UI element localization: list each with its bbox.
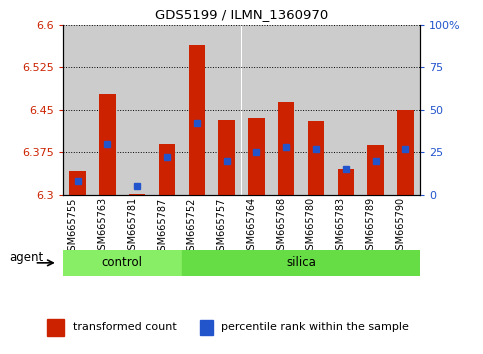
- Text: GSM665790: GSM665790: [395, 198, 405, 257]
- Bar: [242, 25, 271, 195]
- Bar: [308, 121, 324, 195]
- Bar: [182, 250, 420, 276]
- Bar: [93, 25, 122, 195]
- Title: GDS5199 / ILMN_1360970: GDS5199 / ILMN_1360970: [155, 8, 328, 21]
- Bar: [122, 25, 152, 195]
- Text: GSM665787: GSM665787: [157, 198, 167, 257]
- Bar: [182, 25, 212, 195]
- Text: transformed count: transformed count: [72, 322, 176, 332]
- Bar: [368, 145, 384, 195]
- Bar: [271, 25, 301, 195]
- Text: GSM665752: GSM665752: [187, 198, 197, 257]
- Bar: [212, 25, 242, 195]
- Bar: [390, 25, 420, 195]
- Text: GSM665783: GSM665783: [336, 198, 346, 257]
- Text: GSM665768: GSM665768: [276, 198, 286, 257]
- Bar: [331, 25, 361, 195]
- Bar: [200, 320, 213, 335]
- Text: GSM665781: GSM665781: [127, 198, 137, 257]
- Text: agent: agent: [10, 251, 43, 263]
- Bar: [152, 25, 182, 195]
- Bar: [278, 102, 294, 195]
- Bar: [248, 118, 265, 195]
- Bar: [159, 144, 175, 195]
- Text: percentile rank within the sample: percentile rank within the sample: [221, 322, 409, 332]
- Text: GSM665757: GSM665757: [216, 198, 227, 257]
- Bar: [47, 319, 64, 336]
- Bar: [218, 120, 235, 195]
- Bar: [70, 171, 86, 195]
- Text: silica: silica: [286, 256, 316, 269]
- Bar: [63, 250, 182, 276]
- Bar: [189, 45, 205, 195]
- Bar: [99, 94, 115, 195]
- Text: GSM665780: GSM665780: [306, 198, 316, 257]
- Text: GSM665789: GSM665789: [366, 198, 376, 257]
- Bar: [129, 194, 145, 195]
- Bar: [397, 110, 413, 195]
- Bar: [338, 169, 354, 195]
- Bar: [301, 25, 331, 195]
- Text: GSM665763: GSM665763: [98, 198, 108, 257]
- Bar: [63, 25, 93, 195]
- Text: GSM665764: GSM665764: [246, 198, 256, 257]
- Text: control: control: [102, 256, 143, 269]
- Bar: [361, 25, 390, 195]
- Text: GSM665755: GSM665755: [68, 198, 78, 257]
